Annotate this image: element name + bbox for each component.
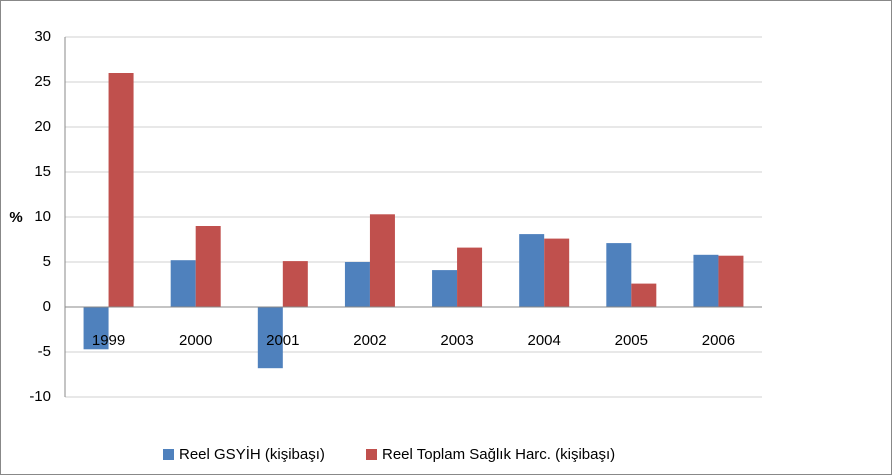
legend-label: Reel GSYİH (kişibaşı) <box>179 445 325 463</box>
x-tick-label: 2003 <box>440 332 473 349</box>
y-tick-label: 5 <box>43 253 51 270</box>
bar <box>693 254 719 307</box>
bar <box>170 260 196 307</box>
bar <box>718 255 744 307</box>
y-tick-label: 20 <box>34 118 51 135</box>
y-tick-label: -5 <box>38 343 51 360</box>
y-tick-label: 10 <box>34 208 51 225</box>
legend-swatch <box>366 449 377 460</box>
x-tick-label: 1999 <box>92 332 125 349</box>
bar <box>108 73 134 307</box>
y-tick-label: -10 <box>29 388 51 405</box>
bar <box>606 243 632 307</box>
bar <box>457 247 483 307</box>
y-tick-label: 15 <box>34 163 51 180</box>
bar <box>257 307 283 369</box>
bar <box>83 307 109 350</box>
bar <box>282 261 308 307</box>
y-axis-label: % <box>9 209 22 226</box>
legend-label: Reel Toplam Sağlık Harc. (kişibaşı) <box>382 446 615 463</box>
bar <box>432 270 458 307</box>
x-tick-label: 2001 <box>266 332 299 349</box>
bar <box>369 214 395 307</box>
bar <box>195 226 221 307</box>
x-tick-label: 2002 <box>353 332 386 349</box>
x-tick-label: 2004 <box>528 332 561 349</box>
bar <box>519 234 545 307</box>
y-tick-label: 25 <box>34 73 51 90</box>
y-tick-label: 30 <box>34 28 51 45</box>
bar <box>631 283 657 307</box>
x-tick-label: 2005 <box>615 332 648 349</box>
bar <box>544 238 570 307</box>
legend-swatch <box>163 449 174 460</box>
bar <box>344 262 370 307</box>
x-tick-label: 2006 <box>702 332 735 349</box>
y-tick-label: 0 <box>43 298 51 315</box>
x-tick-label: 2000 <box>179 332 212 349</box>
